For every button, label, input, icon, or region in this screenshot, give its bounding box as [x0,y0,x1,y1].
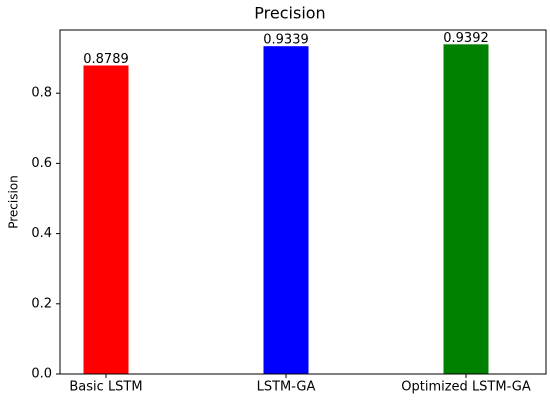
y-tick-label: 0.4 [31,226,52,241]
y-tick-label: 0.8 [31,86,52,101]
value-label: 0.9392 [443,31,489,46]
y-tick-label: 0.2 [31,296,52,311]
y-axis-label: Precision [7,175,21,229]
chart-title: Precision [254,4,325,23]
bar [443,44,489,375]
value-label: 0.9339 [263,33,309,48]
bar [83,65,129,375]
y-tick-label: 0.6 [31,156,52,171]
x-tick-label: LSTM-GA [257,380,316,395]
plot-frame [59,29,547,375]
bar [263,46,309,375]
x-tick-label: Optimized LSTM-GA [401,380,531,395]
x-tick-label: Basic LSTM [69,380,142,395]
value-label: 0.8789 [83,52,129,67]
y-tick-label: 0.0 [31,367,52,382]
